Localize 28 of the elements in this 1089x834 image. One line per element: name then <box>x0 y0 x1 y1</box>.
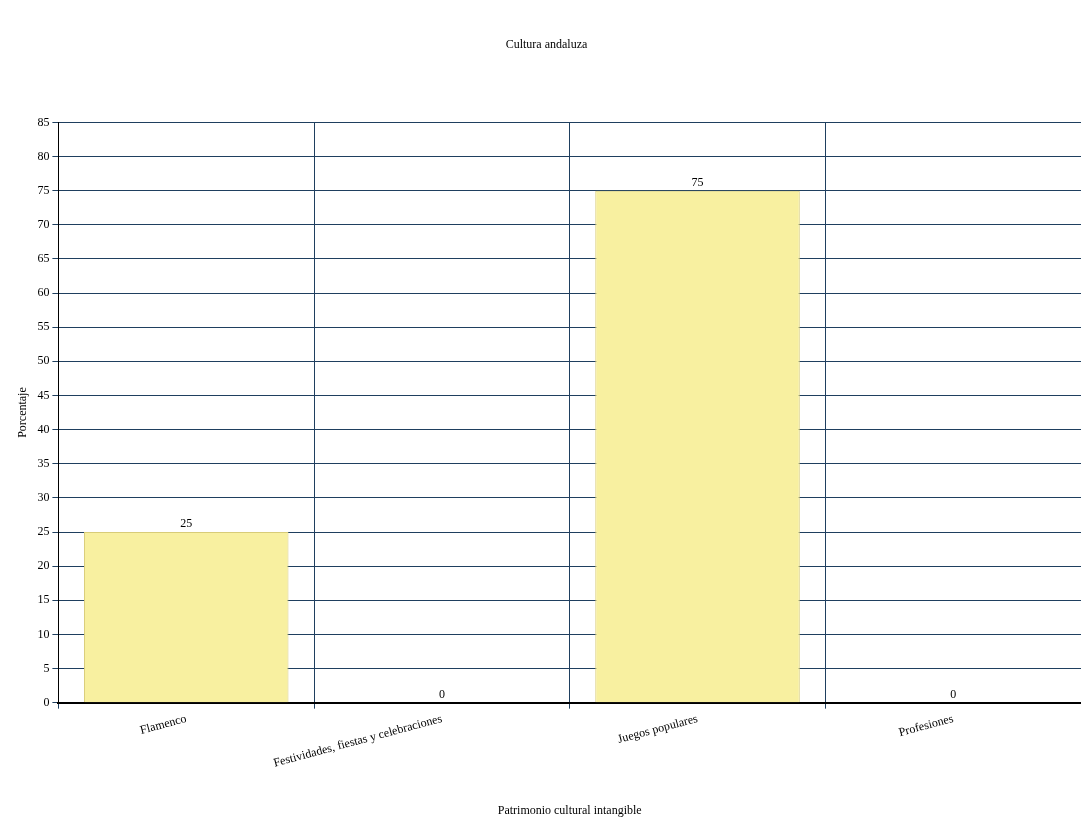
x-tick-label: Profesiones <box>897 710 956 740</box>
y-tick-label: 65 <box>37 251 50 266</box>
y-tick-label: 75 <box>37 182 50 197</box>
data-label: 0 <box>950 686 957 701</box>
y-tick-label: 15 <box>37 592 50 607</box>
y-tick-label: 5 <box>43 660 50 675</box>
y-tick-label: 10 <box>37 626 50 641</box>
x-tick-label: Juegos populares <box>615 710 700 746</box>
y-tick-label: 55 <box>37 319 50 334</box>
y-axis-title: Porcentaje <box>15 387 30 438</box>
y-tick-label: 0 <box>43 694 50 709</box>
y-tick-label: 25 <box>37 524 50 539</box>
data-label: 75 <box>691 174 704 189</box>
y-tick-label: 20 <box>37 558 50 573</box>
chart-title: Cultura andaluza <box>505 37 588 52</box>
y-tick-label: 70 <box>37 216 50 231</box>
data-label: 25 <box>180 516 193 531</box>
y-tick-label: 45 <box>37 387 50 402</box>
x-axis-title: Patrimonio cultural intangible <box>497 802 642 817</box>
y-tick-label: 35 <box>37 455 50 470</box>
y-tick-label: 40 <box>37 421 50 436</box>
data-label: 0 <box>438 686 445 701</box>
y-tick-label: 80 <box>37 148 50 163</box>
y-tick-label: 50 <box>37 353 50 368</box>
x-tick-label: Flamenco <box>138 711 188 737</box>
y-tick-label: 60 <box>37 285 50 300</box>
y-tick-label: 85 <box>37 114 50 129</box>
y-tick-label: 30 <box>37 490 50 505</box>
